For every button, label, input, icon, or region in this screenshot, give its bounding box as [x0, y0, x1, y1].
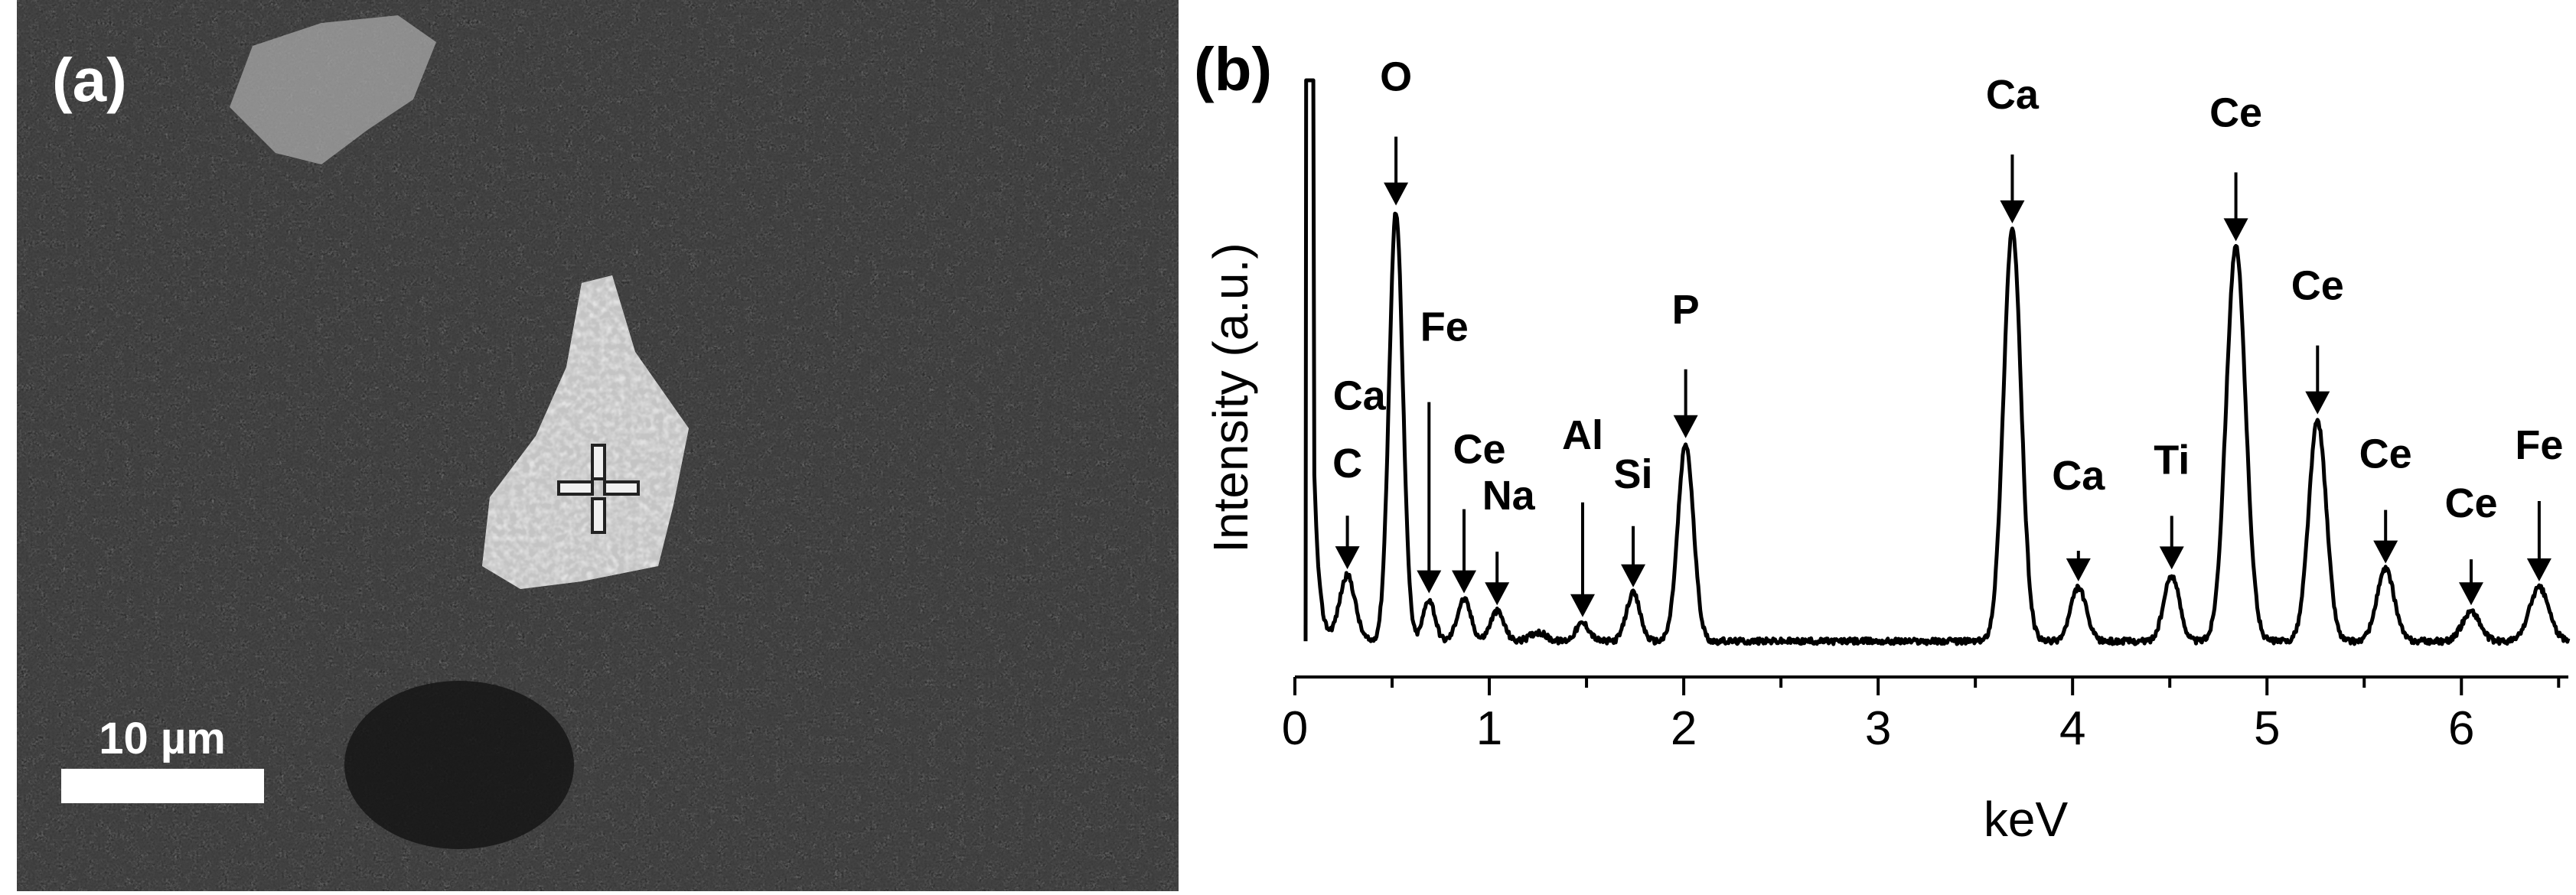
arrow-head [1570, 594, 1595, 617]
peak-label-text: Ca [1333, 373, 1387, 418]
peak-label-ce: Ce [2444, 480, 2497, 606]
peak-label-na: Na [1482, 473, 1536, 606]
peak-label-p: P [1672, 287, 1700, 438]
arrow-head [2373, 540, 2398, 564]
x-tick-label: 5 [2254, 702, 2280, 755]
bright-fragment-top [230, 15, 436, 164]
peak-label-ce: Ce [2359, 431, 2412, 564]
peak-label-ca: Ca [2052, 453, 2105, 581]
peak-label-fe: Fe [1417, 304, 1469, 594]
scale-bar-label: 10 µm [99, 714, 226, 763]
peak-label-text: Ce [2209, 90, 2262, 135]
peak-label-text: Fe [2515, 422, 2563, 468]
dark-pore [344, 681, 574, 849]
arrow-head [1384, 182, 1409, 206]
peak-label-text: Fe [1420, 304, 1469, 350]
eds-spectrum-chart: (b) Intensity (a.u.) keV 0 1 2 3 4 5 6 C Ca O Fe C… [1194, 35, 2571, 847]
sem-micrograph: 10 µm (a) [17, 0, 1179, 891]
arrow-head [2526, 558, 2552, 581]
panel-b-label: (b) [1194, 35, 1272, 103]
peak-label-c: C [1332, 441, 1362, 570]
peak-label-text: Ce [1453, 427, 1506, 473]
arrow-head [2305, 391, 2330, 415]
x-tick-label: 0 [1282, 702, 1308, 755]
peak-label-text: C [1332, 441, 1362, 487]
arrow-head [2159, 546, 2184, 570]
sem-image-panel: 10 µm (a) [0, 0, 1194, 891]
peak-label-ca: Ca [1986, 72, 2040, 223]
panel-a-label: (a) [52, 46, 127, 114]
arrow-head [2223, 218, 2248, 242]
x-axis-label: keV [1984, 792, 2069, 847]
peak-label-ce: Ce [2209, 90, 2262, 242]
arrow-head [1417, 570, 1442, 594]
x-tick-label: 6 [2448, 702, 2474, 755]
x-tick-label: 4 [2059, 702, 2085, 755]
arrow-head [2458, 582, 2483, 606]
peak-label-text: Ca [2052, 453, 2105, 499]
crosshair-marker [557, 444, 640, 534]
peak-label-text: Na [1482, 473, 1536, 519]
peak-label-ti: Ti [2154, 437, 2190, 570]
arrow-head [1335, 546, 1360, 570]
peak-label-ce: Ce [2291, 263, 2344, 415]
y-axis-label: Intensity (a.u.) [1203, 242, 1258, 553]
spectrum-line [1303, 78, 2571, 646]
arrow-head [2000, 200, 2025, 223]
peak-label-text: Ce [2291, 263, 2344, 309]
peak-label-si: Si [1614, 451, 1653, 587]
arrow-head [1452, 570, 1477, 594]
peak-label-text: P [1672, 287, 1700, 333]
peak-label-text: Ca [1986, 72, 2040, 118]
peak-label-text: Ce [2444, 480, 2497, 526]
eds-spectrum-panel: (b) Intensity (a.u.) keV 0 1 2 3 4 5 6 C Ca O Fe C… [1194, 0, 2576, 891]
x-ticks: 0 1 2 3 4 5 6 [1282, 677, 2561, 755]
peak-label-ce: Ce [1452, 427, 1506, 594]
scale-bar [61, 769, 264, 803]
peak-label-text: Ti [2154, 437, 2190, 483]
x-tick-label: 2 [1671, 702, 1697, 755]
peak-label-o: O [1380, 54, 1412, 206]
x-tick-label: 3 [1865, 702, 1891, 755]
peak-label-ca: Ca [1333, 373, 1387, 418]
particle-texture [482, 275, 689, 589]
peak-label-text: Si [1614, 451, 1653, 497]
peak-label-text: O [1380, 54, 1412, 100]
arrow-head [1621, 564, 1646, 587]
peak-label-al: Al [1562, 412, 1603, 617]
arrow-head [1673, 415, 1698, 438]
arrow-head [1485, 582, 1510, 606]
peak-label-text: Ce [2359, 431, 2412, 477]
arrow-head [2066, 558, 2091, 581]
peak-label-fe: Fe [2515, 422, 2563, 581]
x-tick-label: 1 [1476, 702, 1502, 755]
peak-label-text: Al [1562, 412, 1603, 458]
